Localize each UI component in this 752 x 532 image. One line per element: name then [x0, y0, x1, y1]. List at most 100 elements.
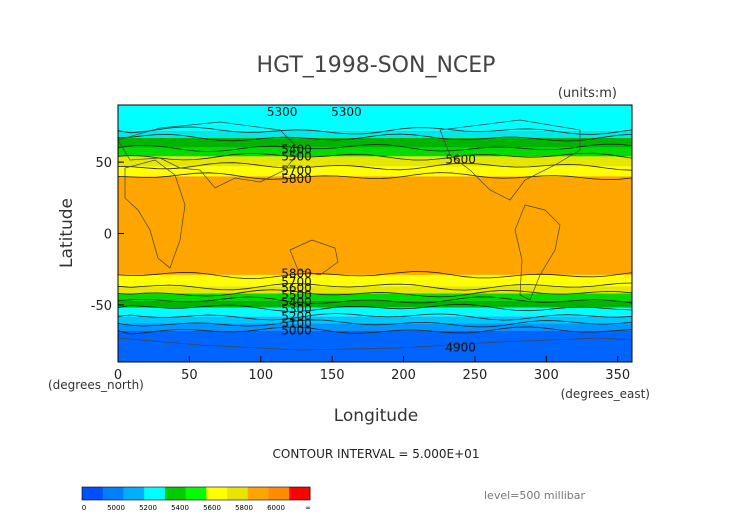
y-unit-label: (degrees_north) — [48, 378, 144, 392]
colorbar-label-6: 6000 — [267, 504, 285, 512]
contour-label-2: 5400 — [281, 142, 312, 156]
x-axis-label: Longitude — [334, 406, 419, 426]
contour-line-5 — [117, 162, 633, 171]
contour-label-15: 5000 — [281, 324, 312, 338]
contour-label-7: 5800 — [281, 266, 312, 280]
color-band-9 — [118, 293, 632, 301]
color-band-12 — [118, 316, 632, 324]
y-tick-label--50: -50 — [91, 299, 112, 314]
contour-line-6 — [117, 172, 633, 181]
coastline-north-america — [439, 119, 581, 201]
contour-label-12: 5300 — [281, 302, 312, 316]
color-band-10 — [118, 300, 632, 308]
x-tick-label-300: 300 — [534, 368, 559, 383]
colorbar-swatch-9 — [268, 487, 290, 500]
color-band-13 — [118, 323, 632, 331]
colorbar-label-0: 0 — [82, 504, 86, 512]
y-tick-label-0: 0 — [104, 228, 112, 243]
colorbar-label-2: 5200 — [139, 504, 157, 512]
contour-line-7 — [117, 271, 633, 280]
contour-line-2 — [117, 133, 633, 142]
contour-line-11 — [117, 303, 633, 312]
coastline-antarctica — [117, 337, 633, 351]
coastlines — [117, 119, 633, 351]
x-tick-label-200: 200 — [391, 368, 416, 383]
contour-label-6: 5800 — [281, 172, 312, 186]
colorbar-swatch-6 — [206, 487, 228, 500]
contour-line-9 — [117, 289, 633, 298]
contour-label-4: 5600 — [445, 152, 476, 166]
x-axis-ticks: 0 50 100 150 200 250 300 350 — [114, 356, 630, 383]
colorbar-swatch-4 — [164, 487, 187, 500]
y-tick-label-50: 50 — [95, 156, 112, 171]
colorbar-swatch-3 — [144, 487, 166, 500]
contour-label-5: 5700 — [281, 164, 312, 178]
colorbar-swatch-7 — [227, 487, 249, 500]
coastline-africa — [124, 159, 186, 269]
contour-line-10 — [117, 296, 633, 304]
contour-label-3: 5500 — [281, 149, 312, 163]
x-tick-label-50: 50 — [181, 368, 198, 383]
contour-line-1 — [117, 126, 633, 135]
contour-interval-note: CONTOUR INTERVAL = 5.000E+01 — [273, 447, 480, 461]
contour-line-3 — [117, 143, 633, 153]
color-band-3 — [118, 147, 632, 157]
chart-title: HGT_1998-SON_NCEP — [257, 53, 496, 78]
contour-line-13 — [117, 319, 633, 328]
colorbar-swatch-8 — [247, 487, 269, 500]
contour-line-12 — [117, 313, 633, 321]
y-axis-ticks: -50 0 50 — [91, 156, 124, 314]
colorbar-label-1: 5000 — [107, 504, 125, 512]
x-unit-label: (degrees_east) — [561, 387, 650, 401]
contour-line-8 — [117, 282, 633, 291]
contour-label-11: 5400 — [281, 295, 312, 309]
color-band-6 — [118, 176, 632, 275]
color-band-8 — [118, 286, 632, 294]
color-band-7 — [118, 274, 632, 287]
coastline-eurasia — [117, 121, 301, 189]
contour-label-13: 5200 — [281, 309, 312, 323]
colorbar-swatch-5 — [185, 487, 207, 500]
color-band-0 — [118, 105, 632, 131]
color-band-14 — [118, 330, 632, 362]
units-label: (units:m) — [558, 86, 617, 101]
colorbar-label-3: 5400 — [171, 504, 189, 512]
x-tick-label-100: 100 — [248, 368, 273, 383]
contour-label-0: 5300 — [267, 105, 298, 119]
contour-label-1: 5300 — [331, 105, 362, 119]
y-axis-label: Latitude — [57, 198, 77, 268]
x-tick-label-250: 250 — [463, 368, 488, 383]
color-band-2 — [118, 137, 632, 148]
color-band-5 — [118, 166, 632, 177]
contour-label-8: 5700 — [281, 275, 312, 289]
contour-line-14 — [117, 326, 633, 335]
coastline-australia — [289, 239, 339, 276]
color-band-4 — [118, 156, 632, 167]
color-band-11 — [118, 307, 632, 317]
colorbar-label-4: 5600 — [203, 504, 221, 512]
contour-line-4 — [117, 152, 633, 161]
colorbar: 0 5000 5200 5400 5600 5800 6000 ∞ — [81, 486, 311, 512]
contour-label-14: 5100 — [281, 316, 312, 330]
x-tick-label-350: 350 — [605, 368, 630, 383]
colorbar-label-5: 5800 — [235, 504, 253, 512]
colorbar-swatch-1 — [102, 487, 124, 500]
contour-label-9: 5600 — [281, 281, 312, 295]
color-band-1 — [118, 130, 632, 138]
color-bands — [118, 105, 632, 362]
colorbar-frame — [81, 486, 311, 501]
x-tick-label-0: 0 — [114, 368, 122, 383]
coastline-south-america — [514, 204, 561, 301]
contour-lines — [117, 126, 633, 335]
level-note: level=500 millibar — [484, 489, 586, 502]
colorbar-label-7: ∞ — [305, 504, 311, 512]
contour-label-16: 4900 — [445, 341, 476, 355]
colorbar-swatch-10 — [289, 487, 311, 500]
contour-label-10: 5500 — [281, 288, 312, 302]
colorbar-swatch-0 — [82, 487, 104, 500]
x-tick-label-150: 150 — [320, 368, 345, 383]
colorbar-swatch-2 — [123, 487, 145, 500]
